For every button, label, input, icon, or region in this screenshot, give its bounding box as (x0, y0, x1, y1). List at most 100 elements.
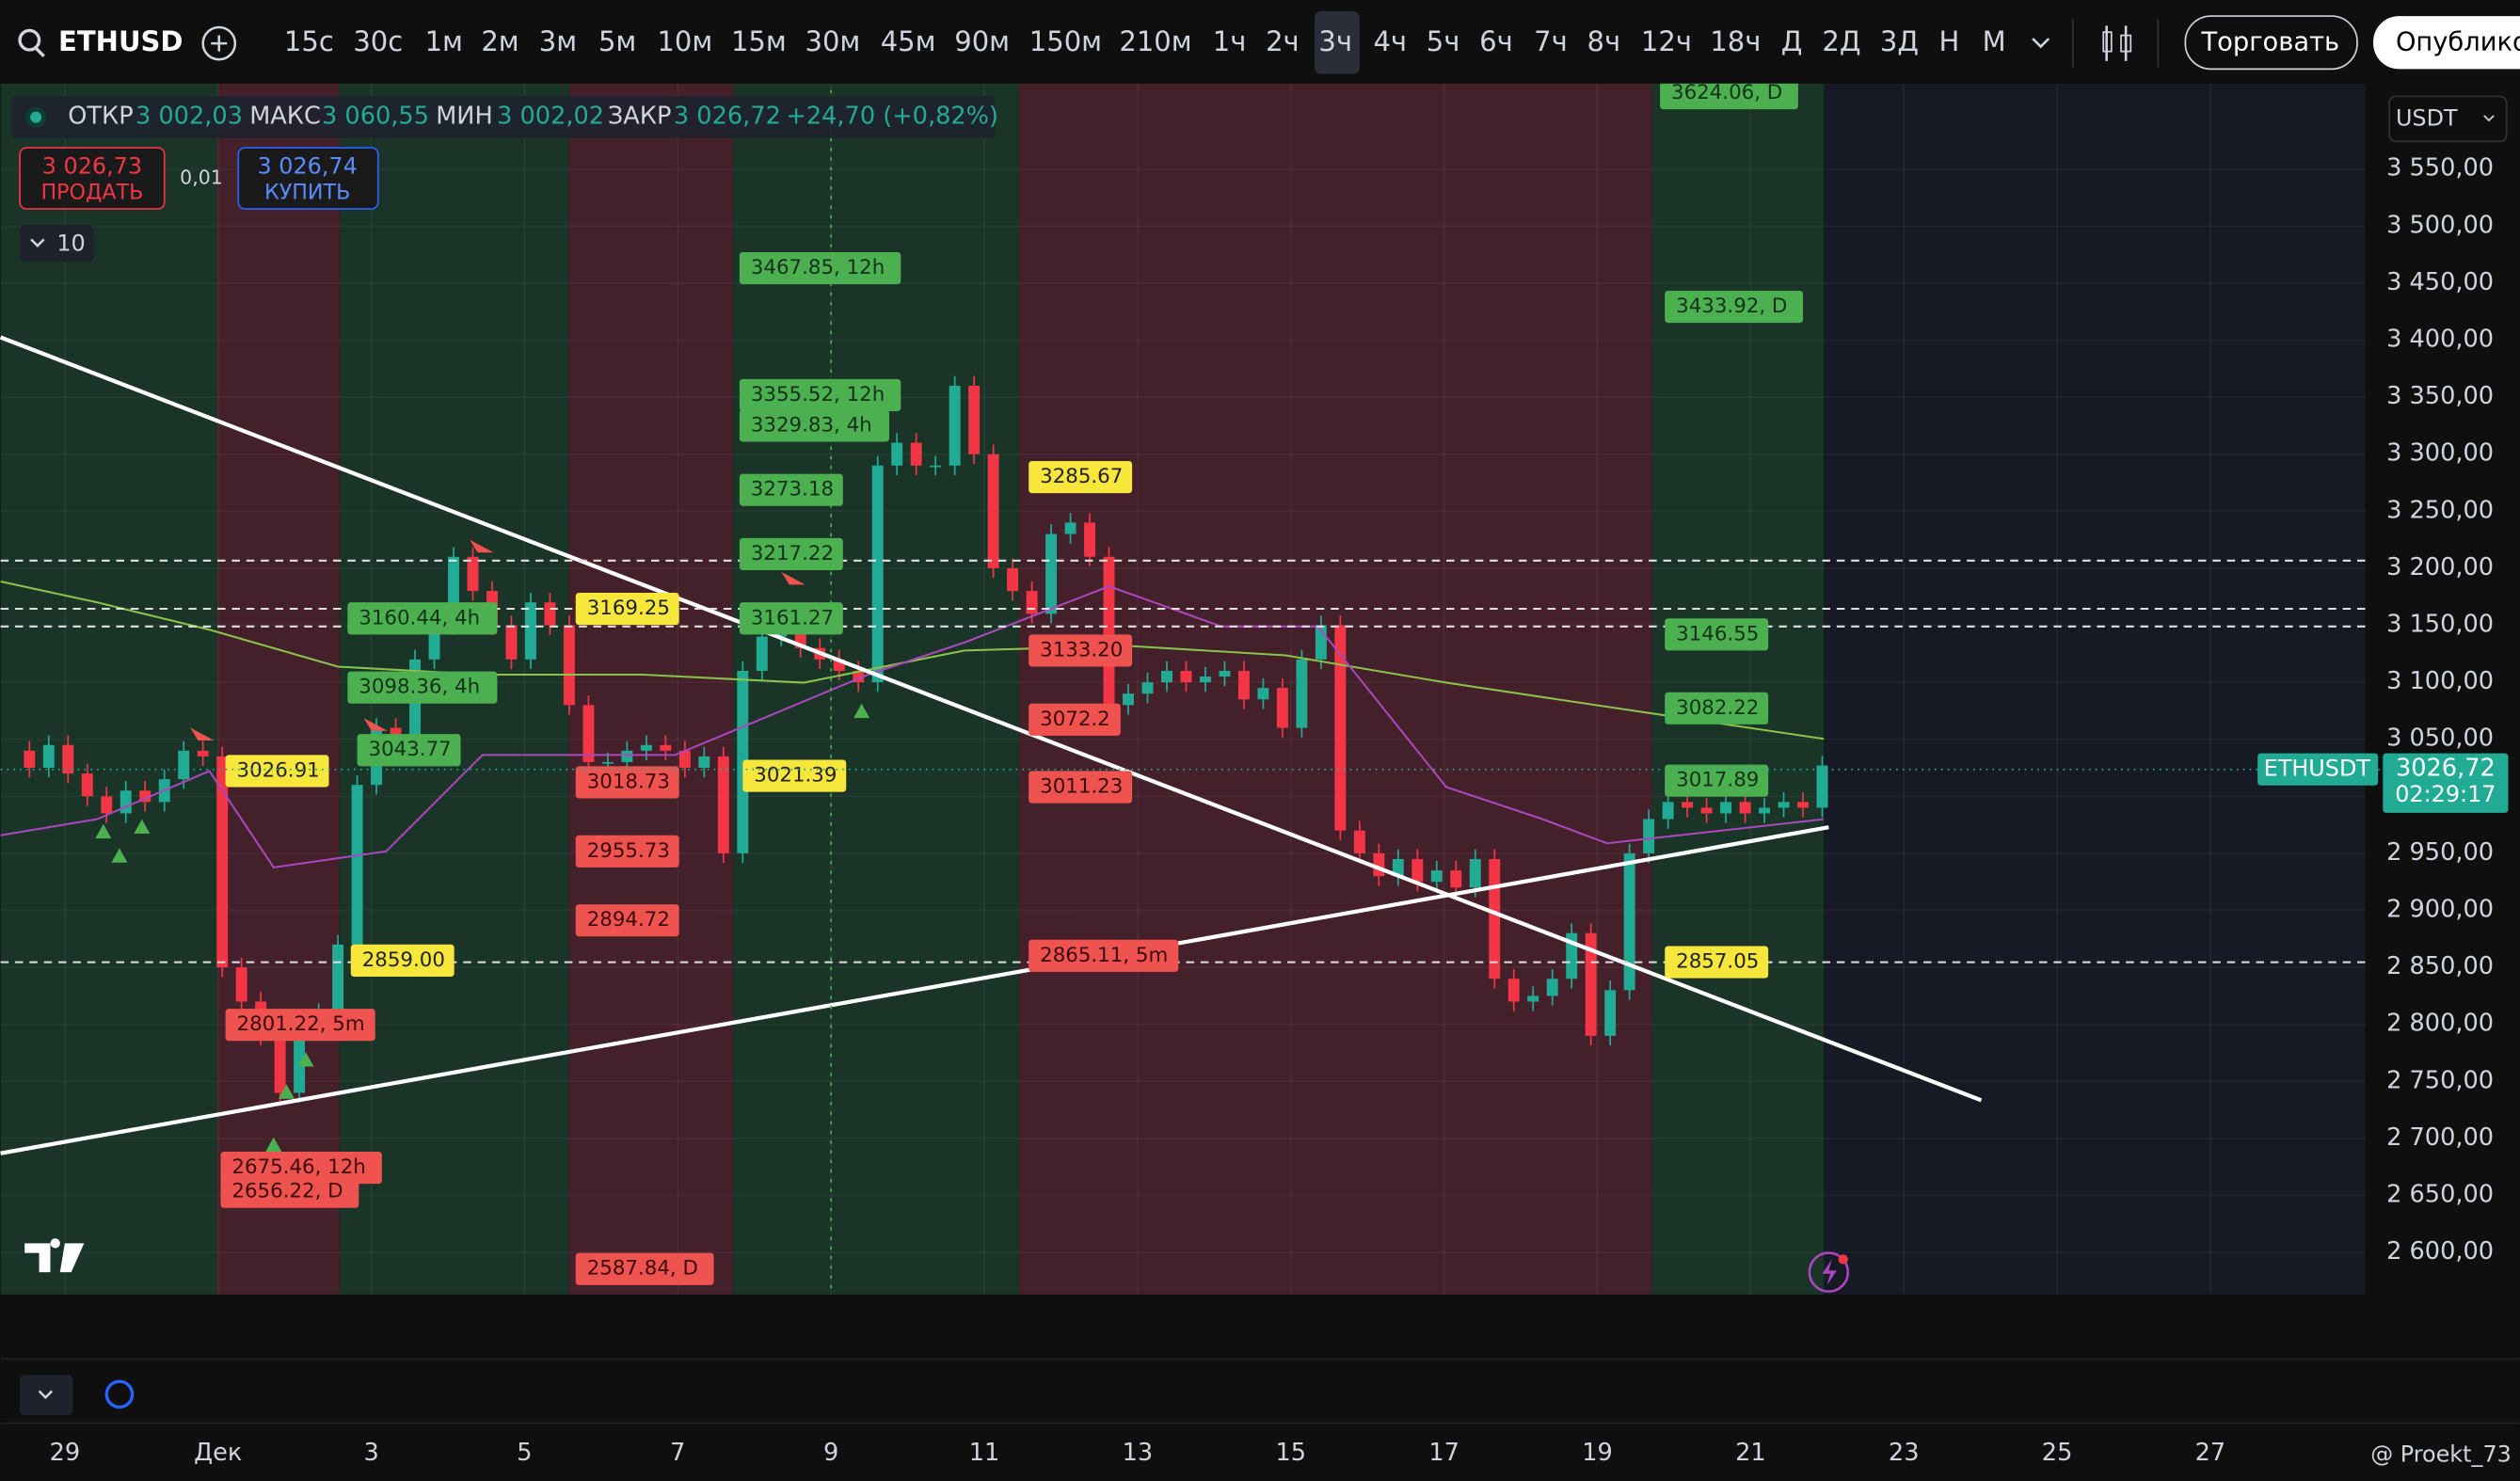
interval[interactable]: 210м (1119, 25, 1191, 57)
interval[interactable]: М (1983, 25, 2006, 57)
price-label-bg (575, 592, 679, 626)
interval[interactable]: 8ч (1587, 25, 1621, 57)
add-symbol[interactable] (201, 25, 237, 61)
candle (81, 773, 93, 797)
price-label: 3011.23 (1040, 775, 1123, 799)
buy-price[interactable]: 3 026,74 (257, 153, 357, 180)
interval[interactable]: 2ч (1266, 25, 1300, 57)
trade-button-label[interactable]: Торговать (2201, 28, 2340, 57)
trade-button[interactable] (2184, 15, 2358, 71)
indicators-toggle[interactable] (20, 225, 94, 263)
publish-button[interactable] (2373, 16, 2520, 70)
interval[interactable]: 12ч (1641, 25, 1692, 57)
watermark: @ Proekt_73 (2370, 1441, 2512, 1468)
candle (1797, 802, 1809, 808)
candle (274, 1035, 286, 1093)
y-tick-label: 2 750,00 (2386, 1066, 2494, 1094)
candle (968, 385, 981, 454)
price-label: 3624.06, D (1671, 81, 1782, 104)
price-label-bg (347, 671, 498, 704)
buy-label[interactable]: КУПИТЬ (264, 180, 350, 204)
interval[interactable]: 5ч (1427, 25, 1460, 57)
y-tick-label: 3 500,00 (2386, 211, 2494, 239)
legend-label: МАКС (249, 103, 321, 131)
publish-button-label[interactable]: Опублико (2396, 28, 2520, 57)
refresh-icon[interactable] (104, 1379, 135, 1409)
interval[interactable]: 3Д (1880, 25, 1919, 57)
price-label-bg (1029, 460, 1133, 494)
candle (1585, 932, 1597, 1036)
interval[interactable]: 3ч (1318, 25, 1352, 57)
sell-price[interactable]: 3 026,73 (42, 153, 142, 180)
interval[interactable]: 2Д (1822, 25, 1860, 57)
price-label: 3098.36, 4h (359, 676, 480, 699)
interval[interactable]: 4ч (1373, 25, 1407, 57)
interval[interactable]: 6ч (1479, 25, 1513, 57)
x-tick-label: 13 (1123, 1439, 1154, 1467)
sell-label[interactable]: ПРОДАТЬ (40, 180, 143, 204)
price-label-bg (739, 252, 901, 285)
x-tick-label: 29 (50, 1439, 81, 1467)
interval[interactable]: 1ч (1213, 25, 1247, 57)
interval[interactable]: 1м (425, 25, 463, 57)
interval[interactable]: 3м (539, 25, 577, 57)
buy-button[interactable] (237, 147, 379, 210)
candle (698, 756, 710, 769)
interval[interactable]: 15с (284, 25, 334, 57)
sell-button[interactable] (19, 147, 166, 210)
candle (390, 727, 402, 740)
ma-line (0, 580, 1825, 740)
price-label: 3133.20 (1040, 638, 1123, 661)
last-price: 3026,72 (2396, 755, 2496, 783)
search-icon[interactable] (18, 28, 41, 52)
candle (987, 454, 999, 568)
interval[interactable]: 7ч (1534, 25, 1568, 57)
interval[interactable]: Д (1781, 25, 1803, 57)
currency-select[interactable] (2388, 95, 2508, 143)
candle (1026, 591, 1038, 614)
interval[interactable]: 30м (805, 25, 860, 57)
interval[interactable]: 15м (731, 25, 787, 57)
interval[interactable]: 18ч (1710, 25, 1761, 57)
candle (1700, 807, 1713, 814)
interval[interactable]: 30с (353, 25, 403, 57)
y-tick-label: 2 800,00 (2386, 1010, 2494, 1038)
currency[interactable]: USDT (2396, 104, 2458, 131)
interval[interactable]: 90м (954, 25, 1010, 57)
interval[interactable]: Н (1938, 25, 1959, 57)
candle (42, 744, 55, 769)
candle (1507, 979, 1520, 1002)
price-label: 3433.92, D (1676, 295, 1787, 318)
interval[interactable]: 10м (657, 25, 712, 57)
y-tick-label: 3 100,00 (2386, 667, 2494, 695)
candle (737, 670, 749, 853)
symbol[interactable]: ETHUSD (58, 25, 183, 57)
candle (1682, 802, 1694, 808)
alerts-icon[interactable] (1808, 1251, 1850, 1293)
candle (120, 790, 132, 814)
candle (1141, 682, 1154, 694)
candle (294, 1024, 306, 1093)
price-label: 2955.73 (587, 839, 670, 863)
logo (24, 1238, 85, 1273)
price-label-bg (575, 904, 679, 937)
candle (467, 556, 479, 592)
candle (1161, 670, 1172, 683)
indicator-count[interactable]: 10 (56, 230, 85, 256)
interval[interactable]: 5м (598, 25, 636, 57)
y-tick-label: 3 200,00 (2386, 553, 2494, 581)
more-intervals[interactable] (2032, 38, 2050, 49)
legend-label: ЗАКР (608, 103, 672, 131)
countdown: 02:29:17 (2395, 781, 2496, 807)
candle (178, 750, 190, 780)
candle (1546, 979, 1558, 996)
price-label-bg (739, 473, 843, 506)
interval[interactable]: 2м (481, 25, 518, 57)
price-label: 2801.22, 5m (237, 1012, 365, 1036)
price-label-bg (1665, 618, 1769, 651)
price-label: 2587.84, D (587, 1257, 698, 1281)
alert-dot (1838, 1254, 1848, 1265)
interval[interactable]: 45м (881, 25, 936, 57)
candle (1778, 802, 1790, 808)
interval[interactable]: 150м (1029, 25, 1102, 57)
